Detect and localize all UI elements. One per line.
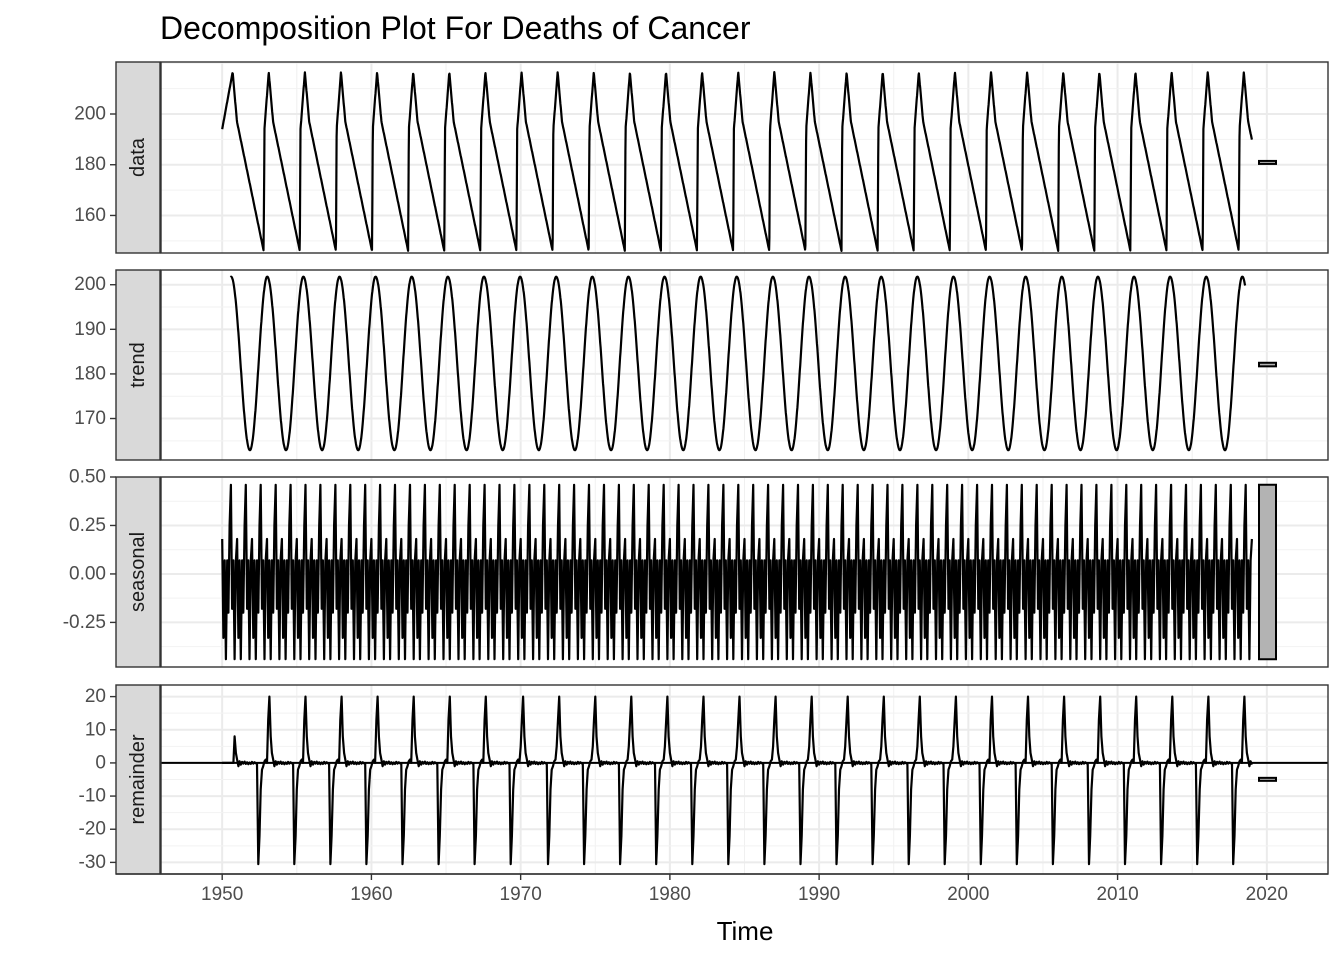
panel-remainder: remainder -30 -20 -10 0 10 20: [79, 684, 1329, 875]
y-tick-label: 190: [74, 319, 106, 340]
y-tick-label: 200: [74, 274, 106, 295]
range-bar-seasonal: [1258, 483, 1277, 661]
x-axis: 1950 1960 1970 1980 1990 2000 2010 2020: [116, 873, 1328, 905]
y-tick-label: -10: [79, 786, 106, 807]
y-tick-label: -20: [79, 819, 106, 840]
strip-trend: [115, 269, 161, 461]
x-axis-label: Time: [717, 916, 774, 946]
y-tick-label: 0.50: [69, 467, 106, 488]
series-line-data: [221, 71, 1253, 252]
panel-border: [160, 476, 1329, 668]
x-tick-label: 1950: [201, 884, 243, 905]
y-tick-label: 0: [95, 752, 106, 773]
panel-trend: trend 170 180 190 200: [74, 269, 1329, 461]
y-tick-label: -30: [79, 852, 106, 873]
y-tick-label: 10: [85, 719, 106, 740]
strip-remainder: [115, 684, 161, 875]
range-bar-trend: [1258, 361, 1277, 368]
x-tick-label: 1980: [649, 884, 691, 905]
y-tick-label: 0.25: [69, 515, 106, 536]
strip-data: [115, 61, 161, 254]
strip-seasonal: [115, 476, 161, 668]
strip-label-data: data: [127, 137, 149, 177]
x-tick-label: 1970: [500, 884, 542, 905]
strip-label-seasonal: seasonal: [127, 532, 149, 612]
x-tick-label: 2010: [1096, 884, 1138, 905]
y-tick-label: 160: [74, 205, 106, 226]
panel-data: data 160 180 200: [74, 61, 1329, 254]
y-tick-label: 180: [74, 363, 106, 384]
range-bar-remainder: [1258, 776, 1277, 782]
x-tick-label: 2020: [1246, 884, 1288, 905]
y-tick-label: 200: [74, 103, 106, 124]
x-tick-label: 1960: [350, 884, 392, 905]
series-line-trend: [229, 275, 1247, 452]
y-tick-label: 180: [74, 154, 106, 175]
panels: data160180200trend170180190200seasonal-0…: [63, 61, 1329, 875]
y-tick-label: -0.25: [63, 612, 106, 633]
series-line-seasonal: [221, 483, 1253, 661]
y-tick-label: 20: [85, 686, 106, 707]
x-tick-label: 2000: [947, 884, 989, 905]
strip-label-trend: trend: [127, 342, 149, 388]
y-tick-label: 0.00: [69, 563, 106, 584]
panel-border: [160, 61, 1329, 254]
range-bar-data: [1258, 159, 1277, 165]
series-line-remainder: [222, 695, 1253, 866]
panel-seasonal: seasonal -0.25 0.00 0.25 0.50: [63, 467, 1329, 668]
strip-label-remainder: remainder: [127, 734, 149, 824]
panel-border: [160, 269, 1329, 461]
y-tick-label: 170: [74, 408, 106, 429]
chart-title: Decomposition Plot For Deaths of Cancer: [160, 10, 751, 46]
x-tick-label: 1990: [798, 884, 840, 905]
